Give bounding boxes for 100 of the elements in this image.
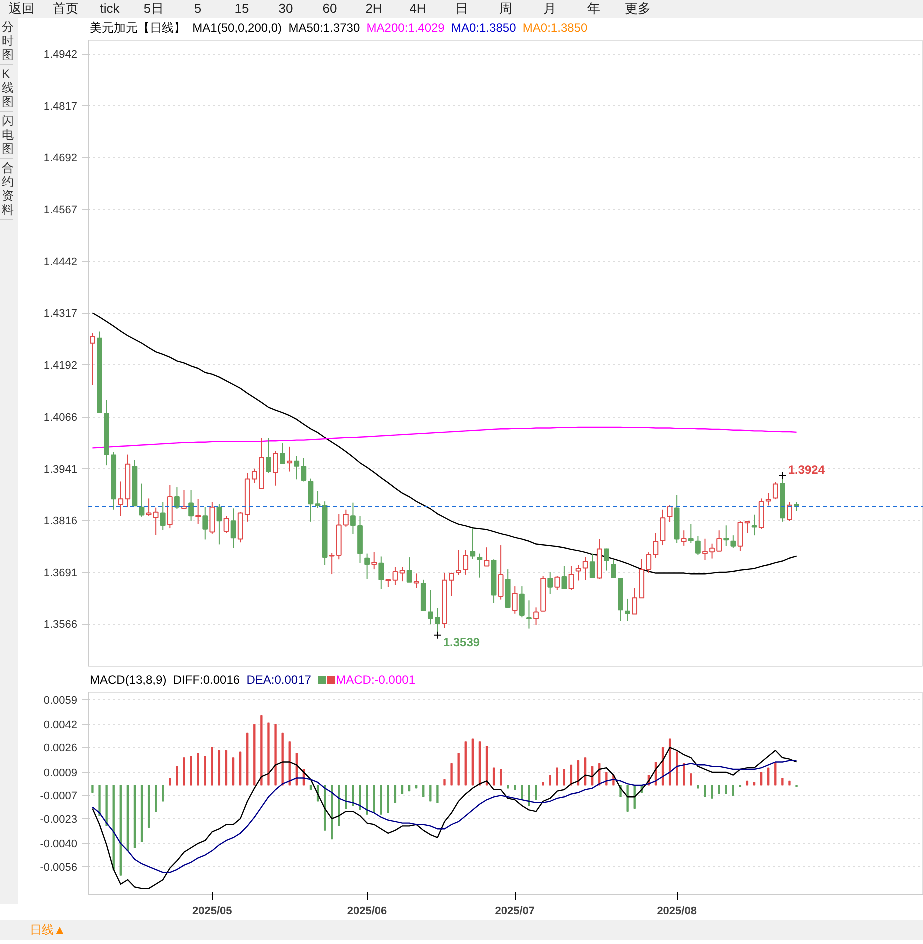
candlestick [562,566,568,590]
candlestick [301,458,307,482]
y-tick-label: 0.0009 [44,767,78,780]
candlestick [554,576,560,591]
chart-title: 美元加元【日线】 [90,21,186,35]
candlestick [224,516,230,534]
chart-title: MACD(13,8,9) [90,673,167,687]
candlestick [512,586,518,614]
candlestick [182,490,187,510]
annotation: 1.3924 [788,462,826,477]
candlestick [520,586,525,618]
candlestick [724,525,730,547]
text: 周 [498,0,514,18]
y-tick-label: 0.0026 [44,742,78,755]
text: 分时图 [0,18,14,65]
text: 首页 [52,0,80,18]
candlestick [548,572,554,595]
candlestick [653,532,659,558]
text: MA200:1.4029 [366,21,445,35]
candlestick [568,566,574,591]
candlestick [696,536,701,556]
text: 30 [278,0,294,18]
candlestick [456,550,462,576]
candlestick [139,483,145,518]
line-series [92,747,798,890]
candlestick [484,547,490,567]
candlestick [378,556,384,590]
candlestick [576,564,582,582]
y-tick-label: 1.3816 [44,516,78,528]
candlestick [582,556,588,581]
candlestick [315,490,321,509]
text: 闪电图 [0,112,14,159]
candlestick [470,528,476,560]
candlestick [118,481,124,517]
text: 60 [322,0,338,18]
x-tick-label: 2025/07 [495,906,536,918]
legend-label: MACD:-0.0001 [336,673,416,687]
candlestick [787,502,792,522]
text: 年 [586,0,602,18]
x-tick-label: 2025/06 [347,906,388,918]
text: K线图 [0,65,14,112]
candlestick [604,548,610,572]
y-tick-label: -0.0023 [40,814,78,826]
candlestick [400,566,406,582]
y-tick-label: 1.4567 [44,204,78,217]
candlestick [534,607,539,626]
y-tick-label: 0.0042 [44,719,78,732]
candlestick [372,552,378,570]
y-tick-label: 1.4317 [44,308,78,320]
y-tick-label: 1.3941 [44,464,78,476]
candlestick [463,550,469,576]
candlestick [146,498,152,517]
text: 合约资料 [0,159,14,220]
text: 返回 [8,0,36,18]
candlestick [280,442,286,464]
text: 4H [408,0,428,18]
candlestick [526,600,532,630]
candlestick [414,573,420,589]
candlestick [350,502,356,535]
candlestick [611,560,616,578]
text: MA0:1.3850 [452,21,516,35]
candlestick [667,504,673,523]
candlestick [364,553,370,580]
candlestick [287,446,293,472]
y-tick-label: 1.4692 [44,152,78,165]
candlestick [202,506,208,540]
text: 日线▲ [30,923,66,937]
candlestick [498,545,504,600]
text: 2H [364,0,384,18]
y-tick-label: 0.0059 [44,694,78,707]
candlestick [392,566,398,586]
candlestick [266,438,272,474]
candlestick [625,598,630,622]
candlestick [174,487,180,510]
candlestick [688,524,694,544]
y-tick-label: 1.4942 [44,49,78,62]
candlestick [772,482,778,500]
y-tick-label: 1.3691 [44,567,78,580]
text: tick [99,0,121,18]
candlestick [590,553,596,578]
candlestick [160,502,166,531]
x-tick-label: 2025/05 [192,906,232,918]
candlestick [744,520,750,534]
candlestick [766,492,772,506]
line-series [92,426,798,449]
candlestick [477,553,483,578]
line-series [92,760,798,874]
candlestick [730,535,736,549]
text: 更多 [624,0,652,18]
candlestick [308,478,314,522]
candlestick [752,514,758,536]
annotation: 1.3539 [443,635,480,650]
candlestick [738,520,744,552]
y-tick-label: -0.0056 [40,862,78,874]
text: 日 [454,0,470,18]
x-tick-label: 2025/08 [657,906,697,918]
text: 15 [234,0,250,18]
candlestick [681,530,687,546]
candlestick [196,498,202,524]
candlestick [153,507,159,536]
